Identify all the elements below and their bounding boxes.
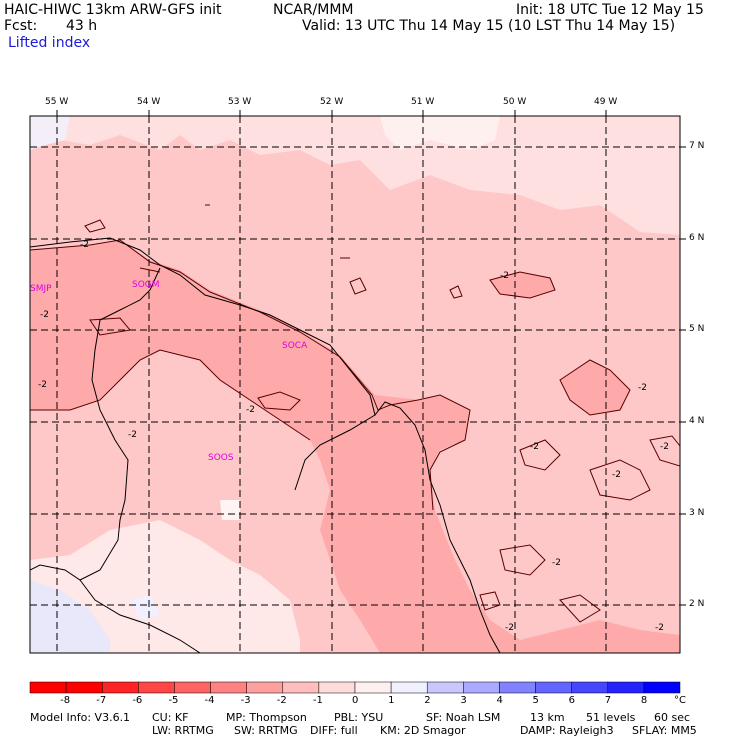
colorbar-tick-label: 3 — [460, 695, 467, 706]
colorbar-tick-label: -2 — [276, 695, 287, 706]
contour-label: -2 — [128, 430, 137, 440]
contour-label: -2 — [655, 623, 664, 633]
footer-lw: LW: RRTMG — [152, 724, 214, 737]
footer-km: KM: 2D Smagor — [380, 724, 466, 737]
lon-label: 54 W — [137, 97, 161, 107]
colorbar-tick-label: 6 — [568, 695, 576, 706]
lat-label: 5 N — [689, 324, 705, 334]
footer-sw: SW: RRTMG — [234, 724, 298, 737]
colorbar-segment — [318, 681, 356, 694]
lat-label: 6 N — [689, 233, 705, 243]
colorbar-tick-label: -6 — [132, 695, 143, 706]
footer-cu: CU: KF — [152, 711, 189, 724]
colorbar-tick-label: -8 — [60, 695, 71, 706]
contour-label: -2 — [612, 470, 621, 480]
lon-label: 55 W — [45, 97, 69, 107]
colorbar-segment — [643, 681, 681, 694]
colorbar-tick-label: -3 — [240, 695, 251, 706]
colorbar-tick-label: -5 — [168, 695, 179, 706]
colorbar-tick-label: -1 — [312, 695, 323, 706]
colorbar-segment — [499, 681, 536, 694]
contour-label: -2 — [552, 558, 561, 568]
contour-label: -2 — [638, 383, 647, 393]
footer-levels: 51 levels — [586, 711, 636, 724]
colorbar-tick-label: 8 — [640, 695, 648, 706]
colorbar-segment — [571, 681, 609, 694]
colorbar-tick-label: 1 — [388, 695, 395, 706]
contour-label: -2 — [40, 310, 49, 320]
colorbar-segment — [282, 681, 320, 694]
lat-label: 3 N — [689, 508, 705, 518]
footer-sf: SF: Noah LSM — [426, 711, 501, 724]
colorbar-tick-label: 5 — [532, 695, 539, 706]
footer-damp: DAMP: Rayleigh3 — [520, 724, 614, 737]
contour-label: -2 — [80, 240, 89, 250]
colorbar-segment — [607, 681, 645, 694]
colorbar-segment — [65, 681, 103, 694]
footer-mp: MP: Thompson — [226, 711, 307, 724]
station-label: SOCA — [282, 341, 308, 351]
lon-label: 51 W — [411, 97, 435, 107]
li-zone-near-zero — [30, 116, 70, 150]
init-time: Init: 18 UTC Tue 12 May 15 — [516, 2, 704, 18]
colorbar — [29, 681, 681, 694]
field-name: Lifted index — [8, 35, 91, 51]
lon-label: 52 W — [320, 97, 344, 107]
lat-label: 2 N — [689, 599, 705, 609]
colorbar-segment — [210, 681, 247, 694]
forecast-hour: 43 h — [66, 18, 98, 34]
footer-pbl: PBL: YSU — [334, 711, 384, 724]
colorbar-segment — [174, 681, 211, 694]
footer-res: 13 km — [530, 711, 565, 724]
li-zone--2-to--1 — [30, 240, 680, 653]
footer-timestep: 60 sec — [654, 711, 691, 724]
colorbar-segment — [426, 681, 464, 694]
footer-sflay: SFLAY: MM5 — [632, 724, 697, 737]
contour-label: -2 — [246, 405, 255, 415]
li-zone-0-top — [30, 116, 680, 235]
station-label: SOOS — [208, 453, 234, 463]
colorbar-tick-label: 2 — [424, 695, 431, 706]
footer-model-info: Model Info: V3.6.1 — [30, 711, 131, 724]
colorbar-unit: °C — [674, 695, 686, 706]
model-title: HAIC-HIWC 13km ARW-GFS init — [4, 2, 222, 18]
colorbar-segment — [246, 681, 284, 694]
colorbar-segment — [535, 681, 572, 694]
colorbar-segment — [29, 681, 67, 694]
colorbar-segment — [354, 681, 392, 694]
li-zone-0-inland — [30, 520, 300, 653]
colorbar-segment — [101, 681, 139, 694]
station-label: SMJP — [30, 284, 52, 294]
colorbar-tick-label: -4 — [204, 695, 215, 706]
colorbar-tick-label: 7 — [604, 695, 612, 706]
org-label: NCAR/MMM — [273, 2, 354, 18]
colorbar-tick-label: 4 — [496, 695, 503, 706]
contour-label: -2 — [505, 623, 514, 633]
lat-label: 4 N — [689, 416, 705, 426]
contour-label: -2 — [530, 442, 539, 452]
colorbar-tick-label: 0 — [352, 695, 359, 706]
lat-label: 7 N — [689, 141, 705, 151]
contour-label: -2 — [38, 380, 47, 390]
lon-label: 50 W — [503, 97, 527, 107]
station-label: SOGM — [132, 280, 160, 290]
colorbar-segment — [138, 681, 175, 694]
contour-label: -2 — [660, 442, 669, 452]
valid-time: Valid: 13 UTC Thu 14 May 15 (10 LST Thu … — [302, 18, 676, 34]
forecast-label: Fcst: — [4, 18, 38, 34]
lon-label: 49 W — [594, 97, 618, 107]
colorbar-segment — [463, 681, 500, 694]
contour-label: -2 — [500, 271, 509, 281]
colorbar-tick-label: -7 — [96, 695, 107, 706]
footer-diff: DIFF: full — [310, 724, 358, 737]
colorbar-segment — [390, 681, 428, 694]
lon-label: 53 W — [228, 97, 252, 107]
